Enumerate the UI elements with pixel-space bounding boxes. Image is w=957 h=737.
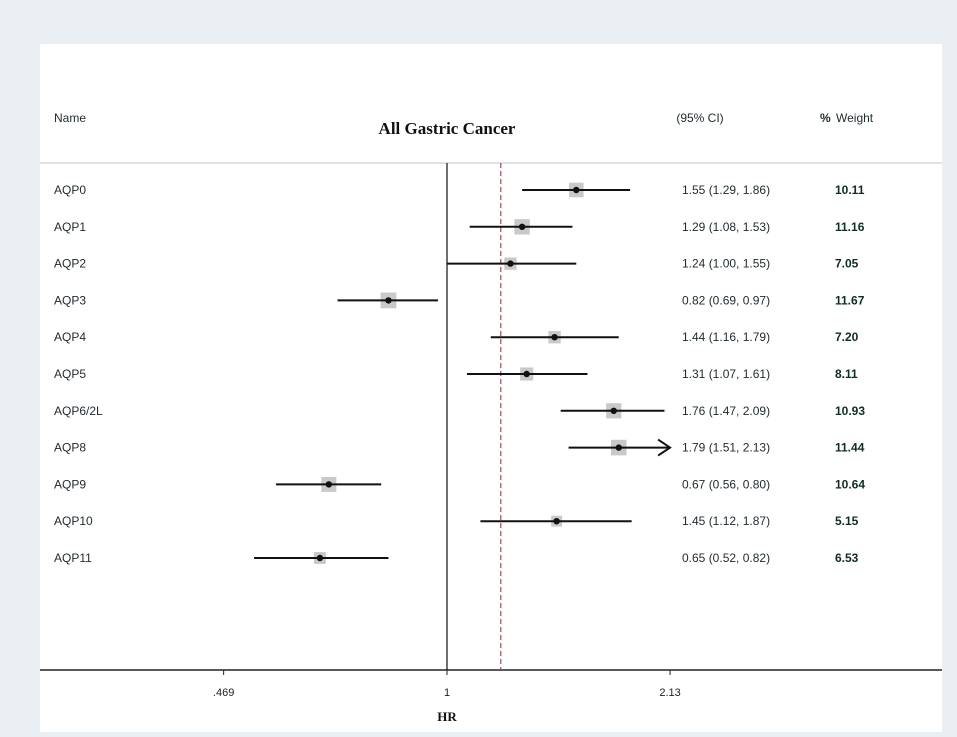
header-name: Name — [54, 111, 86, 125]
ci-value: 1.55 (1.29, 1.86) — [682, 183, 770, 197]
ci-value: 1.76 (1.47, 2.09) — [682, 404, 770, 418]
ci-value: 0.67 (0.56, 0.80) — [682, 477, 770, 491]
weight-value: 10.11 — [835, 183, 865, 197]
point-estimate — [523, 370, 530, 378]
point-estimate — [615, 444, 622, 451]
ci-value: 0.82 (0.69, 0.97) — [682, 293, 770, 307]
header-percent: % — [820, 111, 831, 125]
point-estimate — [553, 518, 560, 525]
point-estimate — [573, 186, 580, 194]
header-weight: Weight — [836, 111, 874, 125]
study-label: AQP5 — [54, 367, 86, 381]
chart-title: All Gastric Cancer — [379, 119, 516, 138]
x-axis-label: HR — [437, 709, 457, 724]
point-estimate — [551, 334, 558, 341]
point-estimate — [507, 260, 514, 267]
ci-value: 1.79 (1.51, 2.13) — [682, 441, 770, 455]
study-label: AQP10 — [54, 514, 93, 528]
weight-value: 11.16 — [835, 220, 865, 234]
x-tick-label: .469 — [213, 687, 234, 699]
point-estimate — [518, 223, 526, 230]
study-label: AQP8 — [54, 441, 86, 455]
study-label: AQP3 — [54, 293, 86, 307]
weight-value: 6.53 — [835, 551, 859, 565]
point-estimate — [385, 297, 392, 304]
weight-value: 11.67 — [835, 293, 865, 307]
study-label: AQP6/2L — [54, 404, 103, 418]
x-tick-label: 2.13 — [659, 687, 680, 699]
ci-value: 1.45 (1.12, 1.87) — [682, 514, 770, 528]
weight-value: 7.20 — [835, 330, 859, 344]
study-label: AQP2 — [54, 257, 86, 271]
plot-panel: Name All Gastric Cancer (95% CI) % Weigh… — [40, 44, 942, 732]
study-label: AQP0 — [54, 183, 86, 197]
ci-value: 1.31 (1.07, 1.61) — [682, 367, 770, 381]
weight-value: 10.93 — [835, 404, 865, 418]
point-estimate — [325, 481, 333, 488]
header-ci: (95% CI) — [676, 111, 723, 125]
weight-value: 7.05 — [835, 257, 859, 271]
point-estimate — [610, 407, 617, 414]
study-label: AQP4 — [54, 330, 86, 344]
study-label: AQP9 — [54, 477, 86, 491]
ci-value: 1.44 (1.16, 1.79) — [682, 330, 770, 344]
x-tick-label: 1 — [444, 687, 450, 699]
weight-value: 11.44 — [835, 441, 865, 455]
point-estimate — [316, 554, 324, 562]
ci-arrow — [657, 438, 672, 457]
study-label: AQP1 — [54, 220, 86, 234]
weight-value: 10.64 — [835, 477, 865, 491]
weight-value: 8.11 — [835, 367, 858, 381]
forest-plot: Name All Gastric Cancer (95% CI) % Weigh… — [40, 111, 942, 724]
weight-value: 5.15 — [835, 514, 859, 528]
ci-value: 0.65 (0.52, 0.82) — [682, 551, 770, 565]
ci-value: 1.24 (1.00, 1.55) — [682, 257, 770, 271]
ci-value: 1.29 (1.08, 1.53) — [682, 220, 770, 234]
study-label: AQP11 — [54, 551, 92, 565]
